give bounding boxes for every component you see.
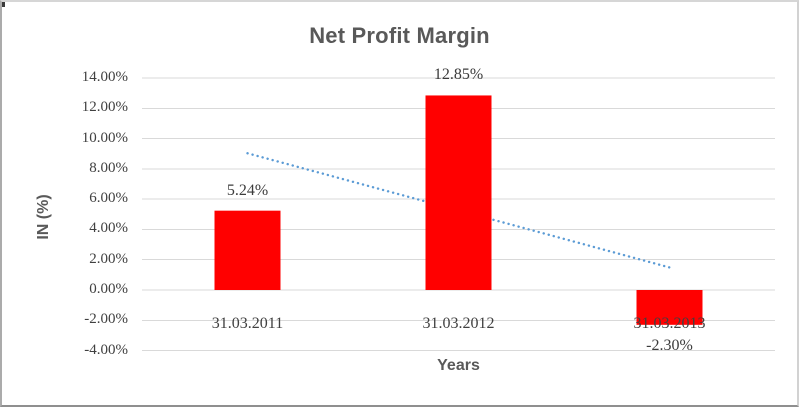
data-label: 12.85%	[433, 66, 484, 84]
bar-31.03.2012	[425, 95, 492, 291]
bar-31.03.2013	[636, 290, 703, 325]
y-tick-label: 8.00%	[89, 159, 128, 176]
data-label: 5.24%	[226, 181, 269, 199]
y-tick-label: -2.00%	[84, 311, 128, 328]
y-tick-label: 2.00%	[89, 250, 128, 267]
y-tick-label: 0.00%	[89, 281, 128, 297]
bar-31.03.2011	[214, 210, 281, 290]
y-tick-label: 10.00%	[81, 129, 128, 146]
x-axis-title: Years	[437, 357, 480, 374]
frame-corner-artifact	[2, 2, 5, 7]
y-tick-label: 12.00%	[81, 99, 128, 116]
chart-title: Net Profit Margin	[309, 23, 490, 48]
x-category-label: 31.03.2012	[422, 315, 495, 332]
y-tick-label: -4.00%	[84, 341, 128, 358]
data-label: -2.30%	[646, 336, 693, 354]
x-category-label: 31.03.2011	[211, 315, 284, 332]
y-tick-label: 4.00%	[89, 220, 128, 237]
x-category-label: 31.03.2013	[633, 315, 706, 332]
y-tick-label: 6.00%	[89, 190, 128, 207]
y-tick-label: 14.00%	[81, 69, 128, 86]
